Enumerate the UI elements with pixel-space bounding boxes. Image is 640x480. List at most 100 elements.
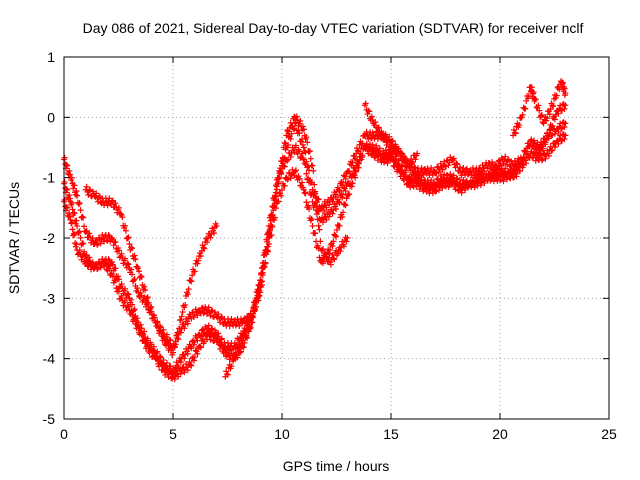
data-point-marker (303, 134, 310, 141)
data-point-marker (300, 126, 307, 133)
data-point-marker (105, 232, 112, 239)
data-point-marker (330, 207, 337, 214)
data-point-marker (418, 180, 425, 187)
data-point-marker (319, 219, 326, 226)
data-point-marker (68, 220, 75, 227)
data-point-marker (239, 343, 246, 350)
data-point-marker (548, 147, 555, 154)
data-point-marker (340, 243, 347, 250)
data-point-marker (77, 207, 84, 214)
data-point-marker (122, 285, 129, 292)
data-point-marker (70, 185, 77, 192)
data-point-marker (190, 341, 197, 348)
data-point-marker (179, 309, 186, 316)
data-point-marker (258, 270, 265, 277)
data-point-marker (97, 240, 104, 247)
data-point-marker (115, 247, 122, 254)
data-point-marker (408, 171, 415, 178)
data-point-marker (278, 170, 285, 177)
data-point-marker (118, 293, 125, 300)
data-point-marker (124, 260, 131, 267)
data-point-marker (551, 116, 558, 123)
data-point-marker (561, 136, 568, 143)
x-tick-label: 15 (383, 426, 399, 442)
data-point-marker (477, 182, 484, 189)
data-point-marker (359, 154, 366, 161)
data-point-marker (463, 165, 470, 172)
data-point-marker (63, 204, 70, 211)
data-point-marker (342, 175, 349, 182)
data-point-marker (93, 190, 100, 197)
data-point-marker (172, 341, 179, 348)
data-point-marker (97, 264, 104, 271)
data-point-marker (462, 171, 469, 178)
data-point-marker (326, 247, 333, 254)
data-point-marker (327, 261, 334, 268)
data-point-marker (516, 122, 523, 129)
data-point-marker (269, 211, 276, 218)
data-point-marker (66, 192, 73, 199)
data-point-marker (265, 222, 272, 229)
data-point-marker (511, 129, 518, 136)
data-point-marker (394, 145, 401, 152)
data-point-marker (339, 194, 346, 201)
data-point-marker (366, 108, 373, 115)
data-point-marker (258, 264, 265, 271)
data-point-marker (287, 175, 294, 182)
data-point-marker (122, 227, 129, 234)
data-point-marker (224, 371, 231, 378)
data-point-marker (528, 137, 535, 144)
data-point-marker (122, 255, 129, 262)
data-point-marker (465, 183, 472, 190)
data-point-marker (399, 169, 406, 176)
data-point-marker (272, 193, 279, 200)
data-point-marker (207, 312, 214, 319)
data-point-marker (353, 168, 360, 175)
data-point-marker (162, 371, 169, 378)
data-point-marker (517, 161, 524, 168)
data-point-marker (154, 319, 161, 326)
data-point-marker (352, 174, 359, 181)
data-point-marker (281, 163, 288, 170)
data-point-marker (336, 199, 343, 206)
data-point-marker (510, 127, 517, 134)
data-point-marker (500, 178, 507, 185)
data-point-marker (406, 164, 413, 171)
data-point-marker (414, 150, 421, 157)
data-point-marker (312, 190, 319, 197)
data-point-marker (523, 160, 530, 167)
data-point-marker (197, 332, 204, 339)
data-point-marker (256, 282, 263, 289)
data-point-marker (385, 137, 392, 144)
data-point-marker (378, 128, 385, 135)
data-point-marker (557, 102, 564, 109)
data-point-marker (512, 130, 519, 137)
data-point-marker (277, 165, 284, 172)
data-point-marker (94, 266, 101, 273)
data-point-marker (319, 246, 326, 253)
data-point-marker (386, 133, 393, 140)
data-point-marker (181, 355, 188, 362)
data-point-marker (418, 174, 425, 181)
data-point-marker (519, 164, 526, 171)
data-point-marker (260, 259, 267, 266)
data-point-marker (124, 290, 131, 297)
data-point-marker (109, 261, 116, 268)
data-point-marker (536, 107, 543, 114)
data-point-marker (544, 132, 551, 139)
data-point-marker (143, 295, 150, 302)
data-point-marker (72, 191, 79, 198)
data-point-marker (171, 344, 178, 351)
data-point-marker (148, 303, 155, 310)
data-point-marker (503, 161, 510, 168)
data-point-marker (259, 265, 266, 272)
data-point-marker (144, 341, 151, 348)
data-point-marker (66, 171, 73, 178)
data-point-marker (106, 195, 113, 202)
data-point-marker (79, 213, 86, 220)
data-point-marker (314, 216, 321, 223)
data-point-marker (197, 343, 204, 350)
data-point-marker (118, 280, 125, 287)
data-point-marker (232, 322, 239, 329)
data-point-marker (284, 157, 291, 164)
